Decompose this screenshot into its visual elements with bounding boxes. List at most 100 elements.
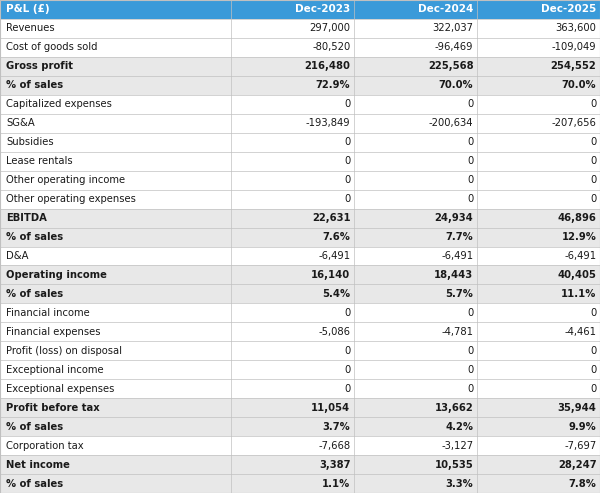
Text: 0: 0 <box>590 156 596 166</box>
Text: 9.9%: 9.9% <box>569 422 596 432</box>
Text: 225,568: 225,568 <box>428 61 473 71</box>
Text: 0: 0 <box>467 346 473 356</box>
Text: 297,000: 297,000 <box>310 24 350 34</box>
Bar <box>0 246 600 265</box>
Text: 16,140: 16,140 <box>311 270 350 280</box>
Text: 0: 0 <box>344 194 350 204</box>
Text: 0: 0 <box>467 365 473 375</box>
Text: Profit before tax: Profit before tax <box>6 403 100 413</box>
Text: Operating income: Operating income <box>6 270 107 280</box>
Text: 3,387: 3,387 <box>319 459 350 469</box>
Bar <box>0 152 600 171</box>
Text: Other operating expenses: Other operating expenses <box>6 194 136 204</box>
Text: Dec-2023: Dec-2023 <box>295 4 350 14</box>
Text: 0: 0 <box>344 156 350 166</box>
Text: 5.7%: 5.7% <box>446 289 473 299</box>
Text: -3,127: -3,127 <box>441 441 473 451</box>
Text: -96,469: -96,469 <box>435 42 473 52</box>
Text: 0: 0 <box>590 365 596 375</box>
Text: -7,697: -7,697 <box>564 441 596 451</box>
Text: Financial expenses: Financial expenses <box>6 327 101 337</box>
Text: -5,086: -5,086 <box>319 327 350 337</box>
Text: % of sales: % of sales <box>6 232 63 242</box>
Bar <box>0 0 600 19</box>
Text: Net income: Net income <box>6 459 70 469</box>
Text: 7.8%: 7.8% <box>569 479 596 489</box>
Text: 11,054: 11,054 <box>311 403 350 413</box>
Text: Subsidies: Subsidies <box>6 137 53 147</box>
Text: 254,552: 254,552 <box>551 61 596 71</box>
Text: -193,849: -193,849 <box>306 118 350 128</box>
Text: Other operating income: Other operating income <box>6 175 125 185</box>
Bar <box>0 322 600 341</box>
Bar <box>0 228 600 246</box>
Text: -6,491: -6,491 <box>564 251 596 261</box>
Text: -7,668: -7,668 <box>318 441 350 451</box>
Text: 0: 0 <box>467 156 473 166</box>
Text: 72.9%: 72.9% <box>316 80 350 90</box>
Text: Cost of goods sold: Cost of goods sold <box>6 42 97 52</box>
Text: % of sales: % of sales <box>6 422 63 432</box>
Text: SG&A: SG&A <box>6 118 35 128</box>
Text: 35,944: 35,944 <box>557 403 596 413</box>
Text: Exceptional income: Exceptional income <box>6 365 104 375</box>
Text: 13,662: 13,662 <box>434 403 473 413</box>
Text: 0: 0 <box>467 308 473 318</box>
Text: Financial income: Financial income <box>6 308 90 318</box>
Text: 4.2%: 4.2% <box>445 422 473 432</box>
Bar <box>0 417 600 436</box>
Text: Dec-2024: Dec-2024 <box>418 4 473 14</box>
Text: -6,491: -6,491 <box>318 251 350 261</box>
Bar <box>0 114 600 133</box>
Text: 0: 0 <box>344 346 350 356</box>
Bar <box>0 171 600 190</box>
Bar <box>0 38 600 57</box>
Text: Dec-2025: Dec-2025 <box>541 4 596 14</box>
Bar <box>0 303 600 322</box>
Bar <box>0 436 600 455</box>
Text: 1.1%: 1.1% <box>322 479 350 489</box>
Text: 0: 0 <box>344 99 350 109</box>
Text: 0: 0 <box>344 308 350 318</box>
Text: 216,480: 216,480 <box>305 61 350 71</box>
Text: -80,520: -80,520 <box>312 42 350 52</box>
Text: 0: 0 <box>590 137 596 147</box>
Bar <box>0 95 600 114</box>
Text: 0: 0 <box>590 194 596 204</box>
Bar <box>0 284 600 303</box>
Bar <box>0 133 600 152</box>
Text: Capitalized expenses: Capitalized expenses <box>6 99 112 109</box>
Text: 46,896: 46,896 <box>557 213 596 223</box>
Text: -4,461: -4,461 <box>565 327 596 337</box>
Text: 24,934: 24,934 <box>434 213 473 223</box>
Text: 0: 0 <box>590 346 596 356</box>
Text: 12.9%: 12.9% <box>562 232 596 242</box>
Text: % of sales: % of sales <box>6 479 63 489</box>
Text: 0: 0 <box>590 308 596 318</box>
Text: -200,634: -200,634 <box>429 118 473 128</box>
Text: 7.7%: 7.7% <box>446 232 473 242</box>
Text: 0: 0 <box>344 384 350 394</box>
Text: Exceptional expenses: Exceptional expenses <box>6 384 115 394</box>
Bar <box>0 76 600 95</box>
Bar <box>0 341 600 360</box>
Text: 11.1%: 11.1% <box>561 289 596 299</box>
Text: 0: 0 <box>590 99 596 109</box>
Text: EBITDA: EBITDA <box>6 213 47 223</box>
Text: 70.0%: 70.0% <box>562 80 596 90</box>
Text: Profit (loss) on disposal: Profit (loss) on disposal <box>6 346 122 356</box>
Text: 0: 0 <box>467 194 473 204</box>
Text: 0: 0 <box>590 175 596 185</box>
Bar <box>0 265 600 284</box>
Text: 0: 0 <box>467 99 473 109</box>
Text: -4,781: -4,781 <box>442 327 473 337</box>
Text: -6,491: -6,491 <box>441 251 473 261</box>
Bar <box>0 379 600 398</box>
Text: 0: 0 <box>344 137 350 147</box>
Text: 363,600: 363,600 <box>556 24 596 34</box>
Text: Corporation tax: Corporation tax <box>6 441 83 451</box>
Text: -109,049: -109,049 <box>552 42 596 52</box>
Text: 40,405: 40,405 <box>557 270 596 280</box>
Text: 322,037: 322,037 <box>433 24 473 34</box>
Bar <box>0 209 600 228</box>
